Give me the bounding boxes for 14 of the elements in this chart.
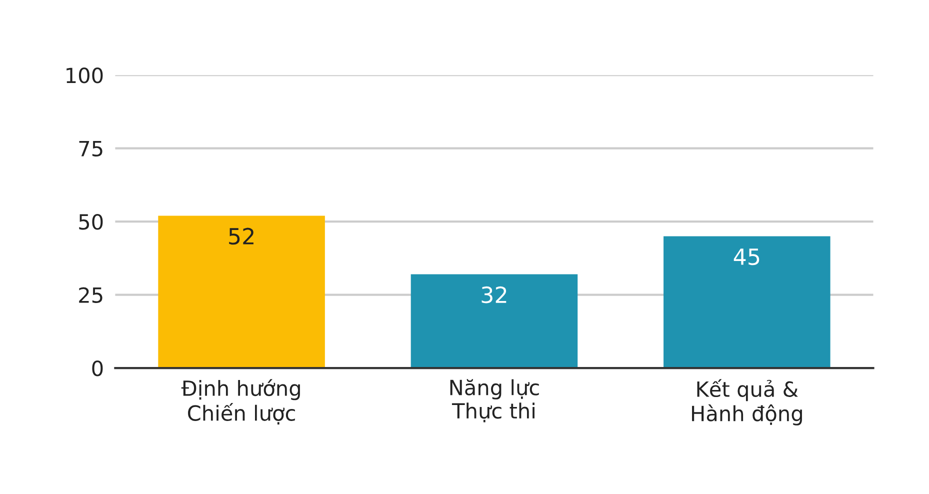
x-tick-label: Định hướng Chiến lược [181,379,300,424]
y-tick-label: 25 [79,287,102,304]
bar [158,216,325,368]
data-label: 45 [734,248,760,266]
data-label: 52 [229,228,254,245]
y-tick-label: 100 [66,68,103,84]
bar [664,236,830,368]
bar [410,274,578,368]
y-tick-label: 0 [92,360,103,376]
x-tick-label: Năng lực Thực thi [450,379,539,422]
data-label: 32 [482,286,506,304]
y-tick-label: 50 [79,214,103,230]
x-tick-label: Kết quả & Hành động [692,379,802,426]
y-tick-label: 75 [79,141,102,157]
